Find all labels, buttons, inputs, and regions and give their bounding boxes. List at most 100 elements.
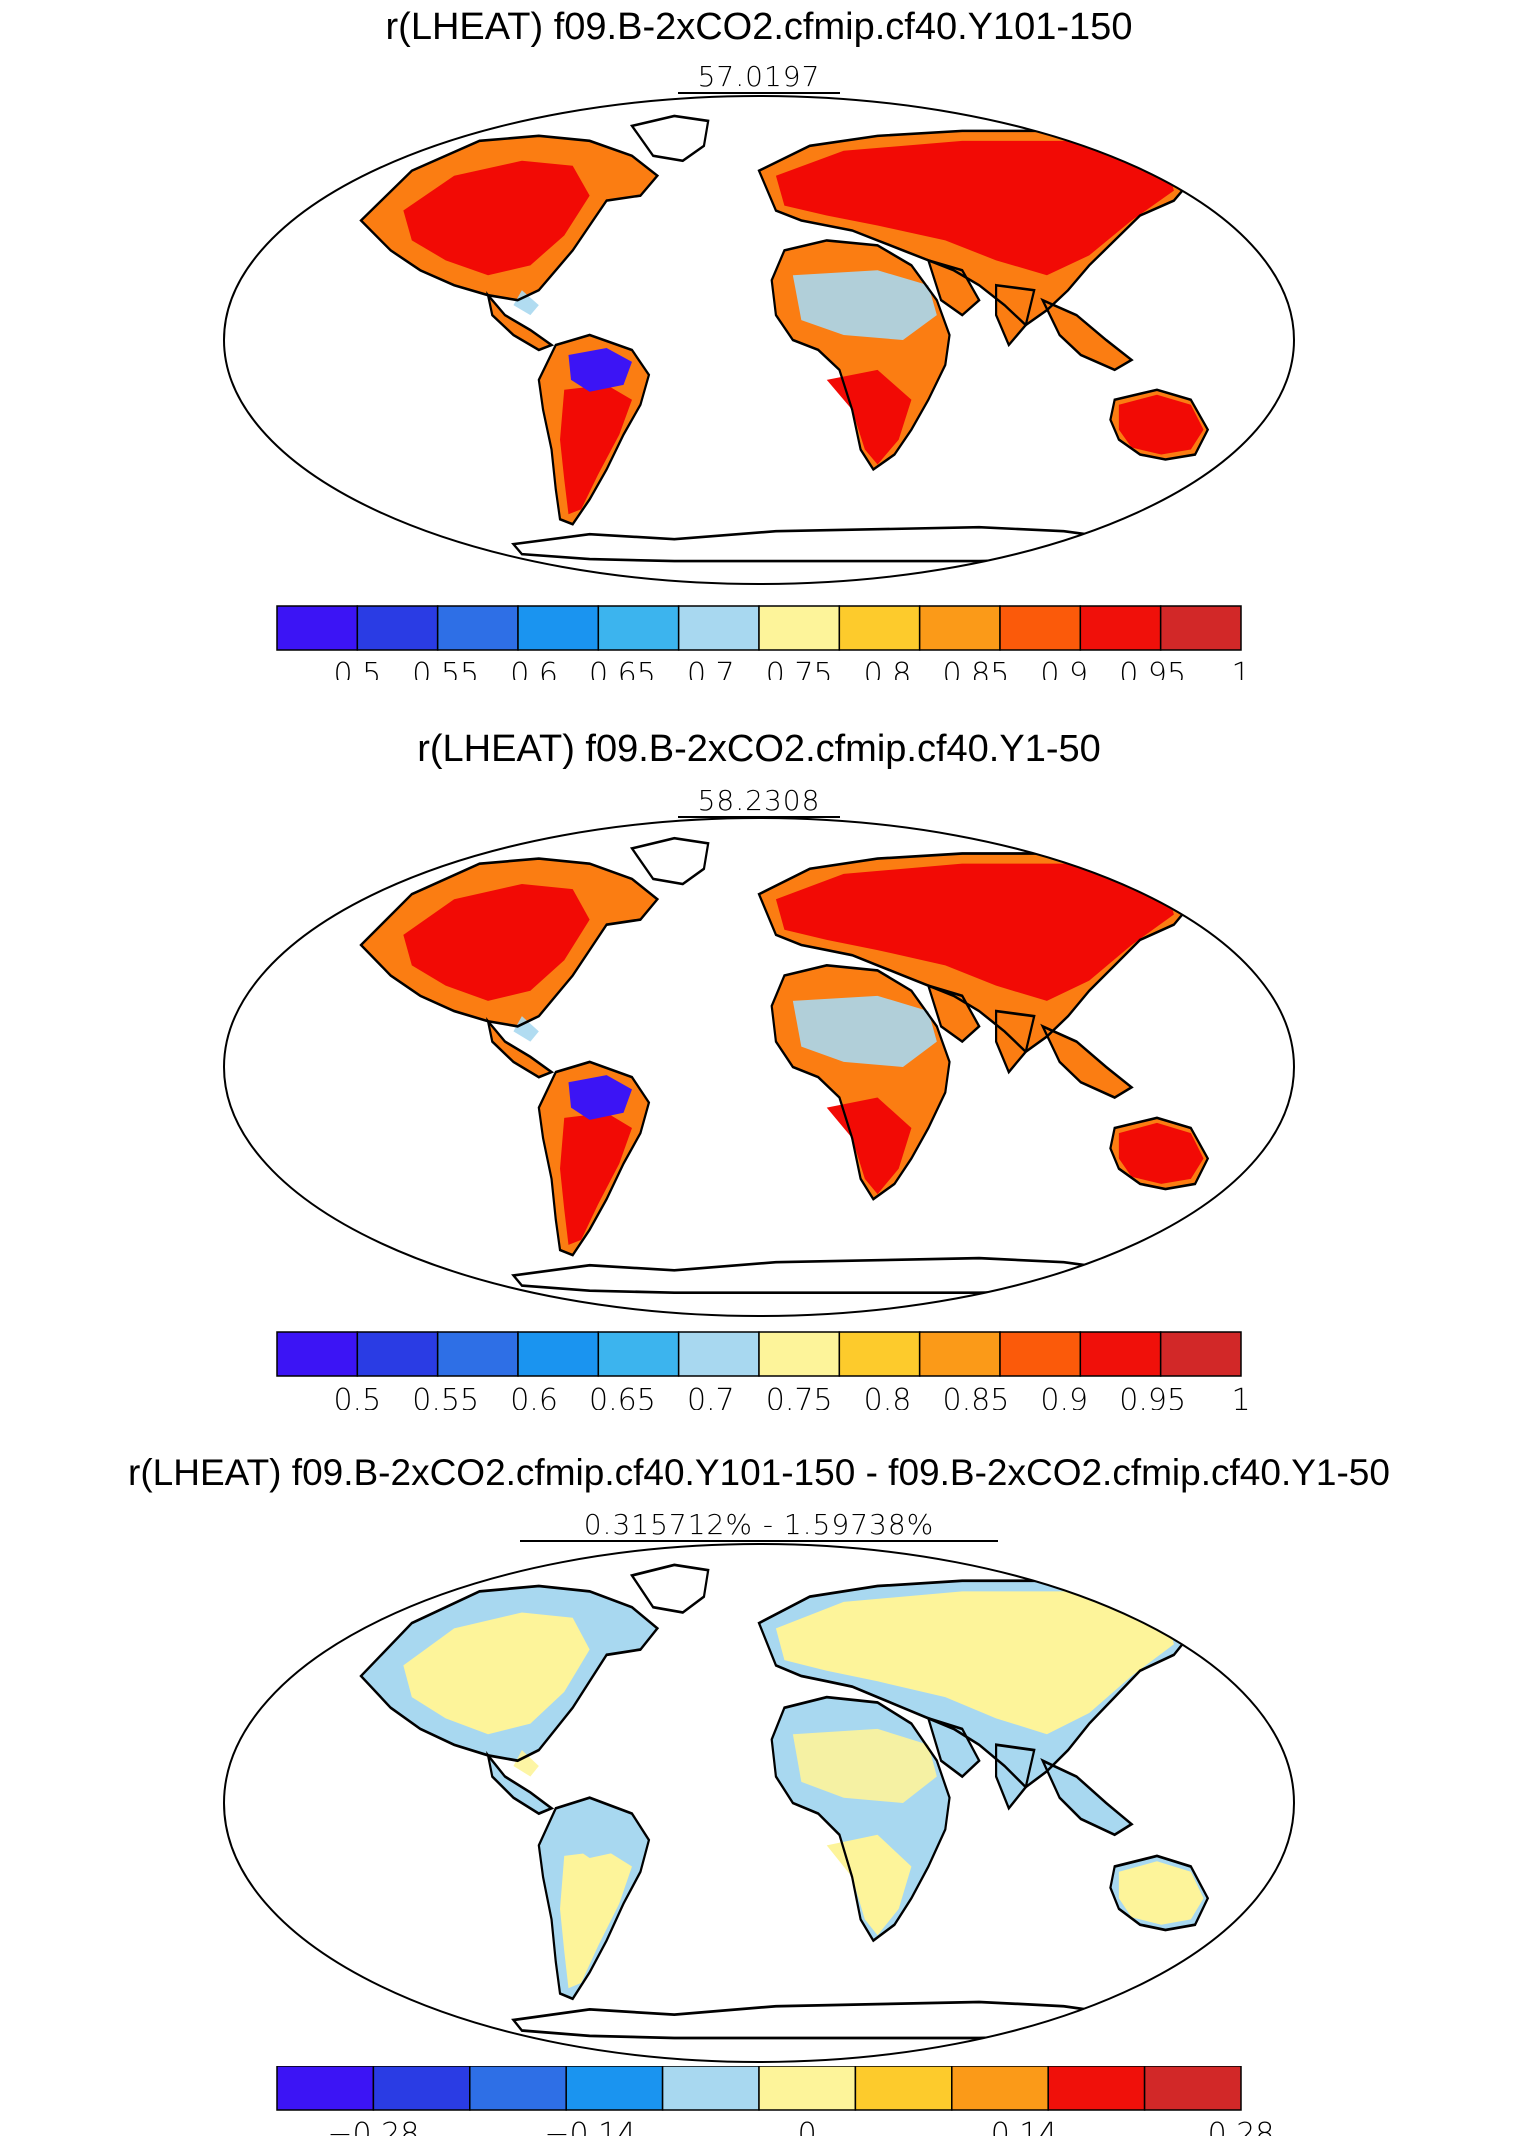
coastline-central-america xyxy=(486,290,555,352)
colorbar-box xyxy=(597,605,680,651)
colorbar-box xyxy=(999,1331,1082,1377)
colorbar-box xyxy=(1159,1331,1242,1377)
panel-2-colorbar: 0.5 0.55 0.6 0.65 0.7 0.75 0.8 0.85 0.9 0.95 1 xyxy=(276,1331,1251,1410)
colorbar-box xyxy=(758,605,841,651)
colorbar-tick-label: −0.28 xyxy=(327,2117,419,2136)
colorbar-tick-label: 0.28 xyxy=(1208,2117,1275,2136)
colorbar-box xyxy=(1143,2066,1242,2111)
colorbar-box xyxy=(918,1331,1001,1377)
colorbar-tick-label: 1 xyxy=(1231,1383,1250,1410)
colorbar-tick-label: 0 xyxy=(798,2117,817,2136)
panel-3-colorbar: −0.28 −0.14 0 0.14 0.28 xyxy=(276,2066,1275,2136)
land-greenland xyxy=(631,838,709,884)
coastline-south-america xyxy=(537,333,651,526)
coastline-central-america xyxy=(486,1750,555,1816)
colorbar-box xyxy=(999,605,1082,651)
colorbar-tick-label: 0.5 xyxy=(333,1383,381,1410)
coastline-australia xyxy=(1109,388,1210,461)
response-region-high xyxy=(775,140,1174,276)
response-region-high xyxy=(560,384,632,515)
colorbar-box xyxy=(661,2066,760,2111)
colorbar-tick-label: 0.55 xyxy=(412,657,479,680)
land-arabia xyxy=(928,260,980,316)
land-arabia xyxy=(928,1718,980,1777)
panel-2-subtitle: 58.2308 xyxy=(697,784,821,817)
coastline-australia xyxy=(1109,1854,1210,1932)
response-region-high xyxy=(1118,1122,1204,1184)
land-antarctica xyxy=(513,527,1149,562)
map-boundary xyxy=(223,817,1295,1317)
colorbar-tick-label: 0.6 xyxy=(510,1383,558,1410)
colorbar-box xyxy=(1159,605,1242,651)
coastline-india xyxy=(994,1743,1036,1811)
coastline-africa xyxy=(770,964,951,1201)
colorbar-tick-label: 0.7 xyxy=(687,657,735,680)
coastline-arabia xyxy=(926,983,981,1044)
response-region-high xyxy=(403,884,590,1001)
colorbar-box xyxy=(758,2066,857,2111)
colorbar-tick-label: 0.95 xyxy=(1119,1383,1186,1410)
response-region-low xyxy=(792,270,937,340)
colorbar-tick-label: 0.9 xyxy=(1040,657,1088,680)
panel-2-title: r(LHEAT) f09.B-2xCO2.cfmip.cf40.Y1-50 xyxy=(417,728,1101,770)
colorbar-box xyxy=(597,1331,680,1377)
panel-3-title: r(LHEAT) f09.B-2xCO2.cfmip.cf40.Y101-150… xyxy=(128,1452,1390,1493)
panel-2-subtitle-underline xyxy=(678,816,840,818)
response-region-high xyxy=(1118,1861,1204,1925)
coastline-north-america xyxy=(359,857,660,1028)
response-region-low xyxy=(513,1016,539,1042)
land-antarctica xyxy=(513,1258,1149,1293)
land-central-america xyxy=(488,295,552,350)
colorbar-box xyxy=(565,2066,664,2111)
colorbar-box xyxy=(372,2066,471,2111)
panel-1-world-map xyxy=(223,95,1295,585)
colorbar-box xyxy=(951,2066,1049,2111)
coastline-greenland xyxy=(629,836,710,886)
colorbar-box xyxy=(517,605,600,651)
colorbar-tick-label: 0.85 xyxy=(943,1383,1010,1410)
land-central-america xyxy=(488,1021,552,1078)
response-region-high xyxy=(1118,394,1204,455)
response-region-min xyxy=(568,1075,632,1120)
colorbar-box xyxy=(469,2066,567,2111)
response-region-high xyxy=(775,863,1174,1001)
panel-1-title: r(LHEAT) f09.B-2xCO2.cfmip.cf40.Y101-150 xyxy=(385,6,1133,48)
response-region-low xyxy=(792,1728,937,1803)
colorbar-tick-label: 0.95 xyxy=(1119,657,1186,680)
coastline-africa xyxy=(770,239,951,472)
colorbar-box xyxy=(1079,605,1162,651)
coastline-se-asia xyxy=(1040,1758,1134,1837)
panel-3-world-map xyxy=(223,1543,1295,2063)
coastline-australia xyxy=(1109,1116,1210,1191)
colorbar-tick-label: −0.14 xyxy=(544,2117,636,2136)
colorbar-tick-label: 0.8 xyxy=(864,1383,912,1410)
response-region-min xyxy=(568,347,632,392)
land-greenland xyxy=(631,115,709,161)
coastline-north-america xyxy=(359,134,660,302)
land-arabia xyxy=(928,985,980,1042)
panel-1-colorbar: 0.5 0.55 0.6 0.65 0.7 0.75 0.8 0.85 0.9 0.95 1 xyxy=(276,605,1251,680)
response-region-high xyxy=(560,1112,632,1245)
coastline-greenland xyxy=(629,1563,710,1614)
colorbar-box xyxy=(1047,2066,1146,2111)
colorbar-tick-label: 0.65 xyxy=(589,657,656,680)
colorbar-tick-label: 0.7 xyxy=(687,1383,735,1410)
coastline-central-america xyxy=(486,1016,555,1079)
colorbar-tick-label: 0.9 xyxy=(1040,1383,1088,1410)
response-region-min xyxy=(568,1811,632,1859)
coastline-arabia xyxy=(926,258,981,317)
coastline-africa xyxy=(770,1695,951,1943)
panel-1-subtitle-underline xyxy=(678,92,840,94)
colorbar-box xyxy=(276,605,359,651)
map-boundary xyxy=(223,95,1295,585)
colorbar-box xyxy=(677,1331,760,1377)
coastline-south-america xyxy=(537,1796,651,2001)
coastline-se-asia xyxy=(1040,1023,1134,1099)
coastline-india xyxy=(994,283,1036,348)
response-region-high xyxy=(403,160,590,276)
colorbar-box xyxy=(517,1331,600,1377)
colorbar-box xyxy=(436,605,519,651)
colorbar-tick-label: 0.55 xyxy=(412,1383,479,1410)
response-region-high xyxy=(560,1850,632,1989)
colorbar-tick-label: 0.65 xyxy=(589,1383,656,1410)
